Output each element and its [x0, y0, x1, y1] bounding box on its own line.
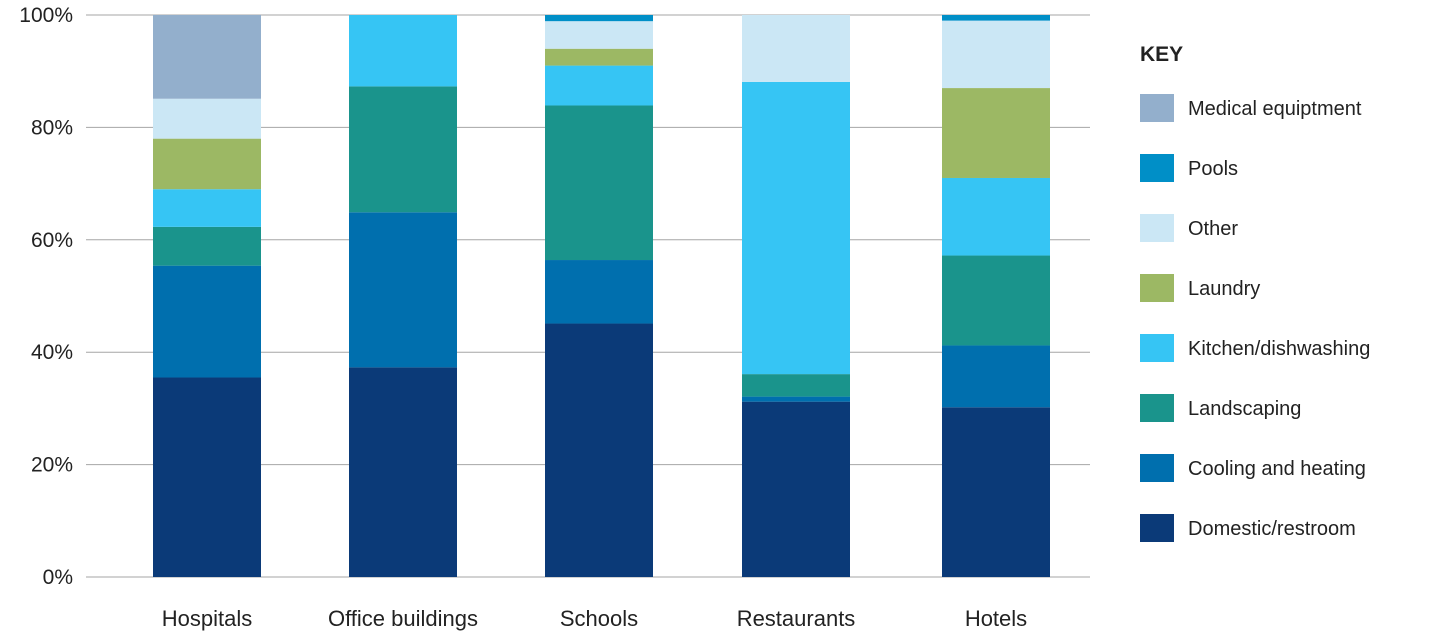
legend-swatch [1140, 214, 1174, 242]
bar-segment-cooling-and-heating [349, 212, 457, 368]
bar-segment-landscaping [153, 226, 261, 266]
bar-segment-laundry [942, 88, 1050, 178]
legend-swatch [1140, 154, 1174, 182]
legend-label: Pools [1188, 158, 1238, 180]
bar-segment-medical-equiptment [153, 15, 261, 99]
x-category-label: Restaurants [737, 606, 856, 631]
bar-segment-kitchen-dishwashing [545, 65, 653, 106]
x-category-label: Office buildings [328, 606, 478, 631]
bar-segment-laundry [153, 138, 261, 190]
bar-segment-other [153, 98, 261, 139]
legend: KEY Medical equiptment Pools Other Laundry Ki… [1140, 43, 1370, 542]
legend-swatch [1140, 94, 1174, 122]
bar-segment-landscaping [545, 105, 653, 261]
axis-labels: 0% 20% 40% 60% 80% 100% Hospitals Office buildi… [19, 4, 1027, 631]
legend-label: Cooling and heating [1188, 458, 1366, 480]
x-category-label: Schools [560, 606, 638, 631]
legend-swatch [1140, 274, 1174, 302]
bar-segment-other [942, 20, 1050, 89]
legend-swatch [1140, 514, 1174, 542]
bar-segment-landscaping [942, 255, 1050, 346]
legend-label: Other [1188, 218, 1238, 240]
legend-title: KEY [1140, 43, 1183, 66]
legend-label: Kitchen/dishwashing [1188, 338, 1370, 360]
bars [153, 15, 1050, 577]
legend-swatch [1140, 334, 1174, 362]
bar-segment-kitchen-dishwashing [349, 15, 457, 87]
y-tick-label: 80% [31, 116, 73, 139]
bar-segment-domestic-restroom [942, 407, 1050, 577]
bar-segment-landscaping [742, 374, 850, 397]
bar-segment-cooling-and-heating [942, 345, 1050, 408]
bar-segment-other [545, 21, 653, 49]
bar-segment-domestic-restroom [545, 323, 653, 577]
legend-label: Landscaping [1188, 398, 1301, 420]
y-tick-label: 60% [31, 229, 73, 252]
x-category-label: Hotels [965, 606, 1027, 631]
bar-segment-kitchen-dishwashing [742, 81, 850, 375]
bar-segment-kitchen-dishwashing [942, 177, 1050, 256]
bar-segment-landscaping [349, 86, 457, 213]
bar-segment-cooling-and-heating [153, 265, 261, 378]
bar-segment-cooling-and-heating [545, 260, 653, 324]
bar-segment-pools [942, 15, 1050, 21]
legend-label: Domestic/restroom [1188, 518, 1356, 540]
y-tick-label: 40% [31, 341, 73, 364]
bar-segment-pools [545, 15, 653, 22]
y-tick-label: 20% [31, 454, 73, 477]
bar-segment-domestic-restroom [349, 367, 457, 577]
bar-segment-cooling-and-heating [742, 396, 850, 402]
bar-segment-domestic-restroom [153, 377, 261, 577]
bar-segment-other [742, 15, 850, 82]
legend-swatch [1140, 394, 1174, 422]
bar-segment-laundry [545, 48, 653, 66]
legend-swatch [1140, 454, 1174, 482]
legend-label: Medical equiptment [1188, 98, 1362, 120]
bar-segment-kitchen-dishwashing [153, 189, 261, 227]
y-tick-label: 100% [19, 4, 73, 27]
legend-label: Laundry [1188, 278, 1260, 300]
y-tick-label: 0% [43, 566, 73, 589]
bar-segment-domestic-restroom [742, 401, 850, 577]
x-category-label: Hospitals [162, 606, 252, 631]
